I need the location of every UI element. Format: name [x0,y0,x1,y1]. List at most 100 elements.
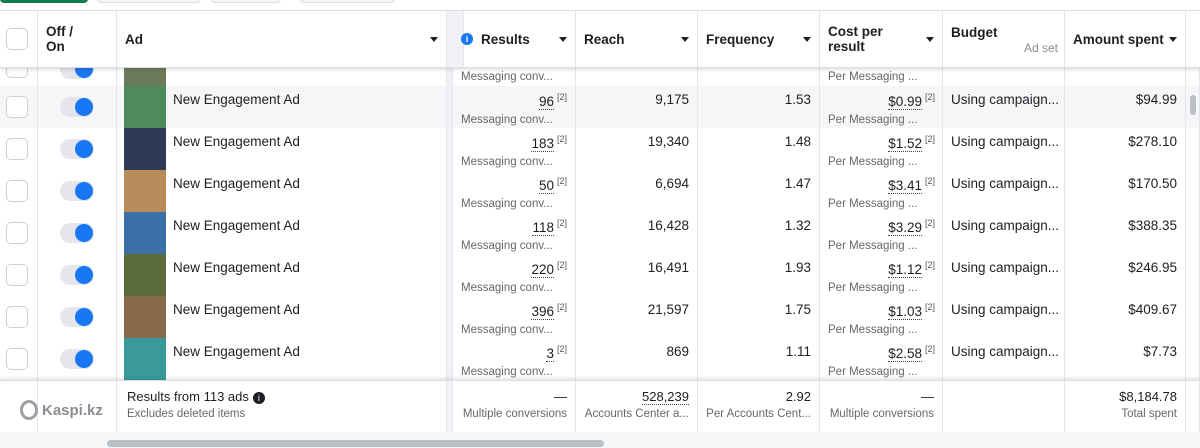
on-off-toggle[interactable] [60,139,94,159]
results-subtext: Messaging conv... [461,324,553,336]
on-off-toggle[interactable] [60,68,94,79]
cost-number[interactable]: $1.03 [888,303,922,320]
row-checkbox[interactable] [6,68,28,78]
ad-name[interactable]: New Engagement Ad [173,176,300,191]
info-icon[interactable]: i [461,33,473,45]
ad-name[interactable]: New Engagement Ad [173,344,300,359]
table-row[interactable]: New Engagement Ad 3 [2] Messaging conv... … [0,338,1200,380]
col-off-on[interactable]: Off / On [38,11,117,67]
col-label: Budget [951,25,998,40]
toolbar-button[interactable] [97,0,201,3]
col-reach[interactable]: Reach [576,11,698,67]
vertical-scrollbar[interactable] [1190,95,1196,115]
amount-spent-value: $278.10 [1128,134,1177,149]
kaspi-logo-icon [20,400,38,420]
col-results[interactable]: i Results [453,11,576,67]
cost-subtext: Per Messaging ... [828,282,918,294]
table-body: New Engagement Ad 96 [2] Messaging conv...… [0,86,1200,380]
on-off-toggle[interactable] [60,349,94,369]
row-checkbox[interactable] [6,222,28,244]
table-row[interactable]: New Engagement Ad 118 [2] Messaging conv..… [0,212,1200,254]
ad-name[interactable]: New Engagement Ad [173,92,300,107]
table-row-partial: Messaging conv... Per Messaging ... [0,68,1200,86]
on-off-toggle[interactable] [60,97,94,117]
col-cost-per-result[interactable]: Cost per result [820,11,943,67]
ad-thumbnail[interactable] [124,128,166,170]
results-number[interactable]: 96 [538,93,554,110]
results-value: 183 [2] [531,134,567,152]
cost-number[interactable]: $1.12 [888,261,922,278]
results-number[interactable]: 50 [538,177,554,194]
footnote: [2] [556,344,567,354]
budget-value: Using campaign... [951,260,1060,275]
budget-value: Using campaign... [951,218,1060,233]
toolbar-button[interactable] [0,0,88,3]
results-value: 118 [2] [532,218,567,236]
toolbar-button[interactable] [211,0,281,3]
row-checkbox[interactable] [6,348,28,370]
scrollbar-thumb[interactable] [107,440,604,447]
table-row[interactable]: New Engagement Ad 96 [2] Messaging conv...… [0,86,1200,128]
table-row[interactable]: New Engagement Ad 396 [2] Messaging conv..… [0,296,1200,338]
col-ad[interactable]: Ad [117,11,447,67]
ad-name[interactable]: New Engagement Ad [173,134,300,149]
horizontal-scrollbar[interactable] [0,432,1200,448]
sort-caret-icon[interactable] [681,37,689,42]
col-frequency[interactable]: Frequency [698,11,820,67]
ad-thumbnail[interactable] [124,170,166,212]
ad-thumbnail[interactable] [124,212,166,254]
on-off-toggle[interactable] [60,223,94,243]
row-checkbox[interactable] [6,264,28,286]
results-subtext: Messaging conv... [461,240,553,252]
ad-thumbnail[interactable] [124,86,166,128]
results-number[interactable]: 3 [546,345,554,362]
reach-value: 16,428 [647,218,689,233]
row-checkbox[interactable] [6,138,28,160]
select-all-checkbox[interactable] [6,28,28,50]
on-off-toggle[interactable] [60,181,94,201]
results-number[interactable]: 118 [532,219,554,236]
ad-thumbnail[interactable] [124,338,166,380]
frequency-value: 1.32 [784,218,811,233]
on-off-toggle[interactable] [60,265,94,285]
col-sublabel: Ad set [1023,41,1058,55]
ad-thumbnail[interactable] [124,296,166,338]
cost-number[interactable]: $0.99 [888,93,922,110]
row-checkbox[interactable] [6,180,28,202]
results-number[interactable]: 220 [531,261,554,278]
cost-number[interactable]: $3.41 [888,177,922,194]
ad-name[interactable]: New Engagement Ad [173,302,300,317]
col-budget[interactable]: Budget Ad set [943,11,1065,67]
frequency-value: 1.75 [784,302,811,317]
table-row[interactable]: New Engagement Ad 183 [2] Messaging conv..… [0,128,1200,170]
sort-caret-icon[interactable] [926,37,934,42]
cost-number[interactable]: $3.29 [888,219,922,236]
results-number[interactable]: 396 [531,303,554,320]
results-subtext: Messaging conv... [461,366,553,378]
ad-name[interactable]: New Engagement Ad [173,260,300,275]
footnote: [2] [924,134,935,144]
row-checkbox[interactable] [6,306,28,328]
sort-caret-icon[interactable] [1169,37,1177,42]
info-icon[interactable]: i [252,392,265,404]
sort-caret-icon[interactable] [559,37,567,42]
on-off-toggle[interactable] [60,307,94,327]
ad-name[interactable]: New Engagement Ad [173,218,300,233]
col-label: Results [481,31,530,47]
select-all-cell [0,11,38,67]
sort-caret-icon[interactable] [803,37,811,42]
table-row[interactable]: New Engagement Ad 220 [2] Messaging conv..… [0,254,1200,296]
footer-spent: $8,184.78 [1119,389,1177,404]
row-checkbox[interactable] [6,96,28,118]
cost-number[interactable]: $1.52 [888,135,922,152]
cost-number[interactable]: $2.58 [888,345,922,362]
sort-caret-icon[interactable] [430,37,438,42]
ad-thumbnail[interactable] [124,254,166,296]
budget-value: Using campaign... [951,92,1060,107]
table-row[interactable]: New Engagement Ad 50 [2] Messaging conv...… [0,170,1200,212]
toolbar-button[interactable] [300,0,395,3]
col-amount-spent[interactable]: Amount spent [1065,11,1186,67]
col-next[interactable] [1186,11,1200,67]
amount-spent-value: $7.73 [1143,344,1177,359]
results-number[interactable]: 183 [531,135,554,152]
